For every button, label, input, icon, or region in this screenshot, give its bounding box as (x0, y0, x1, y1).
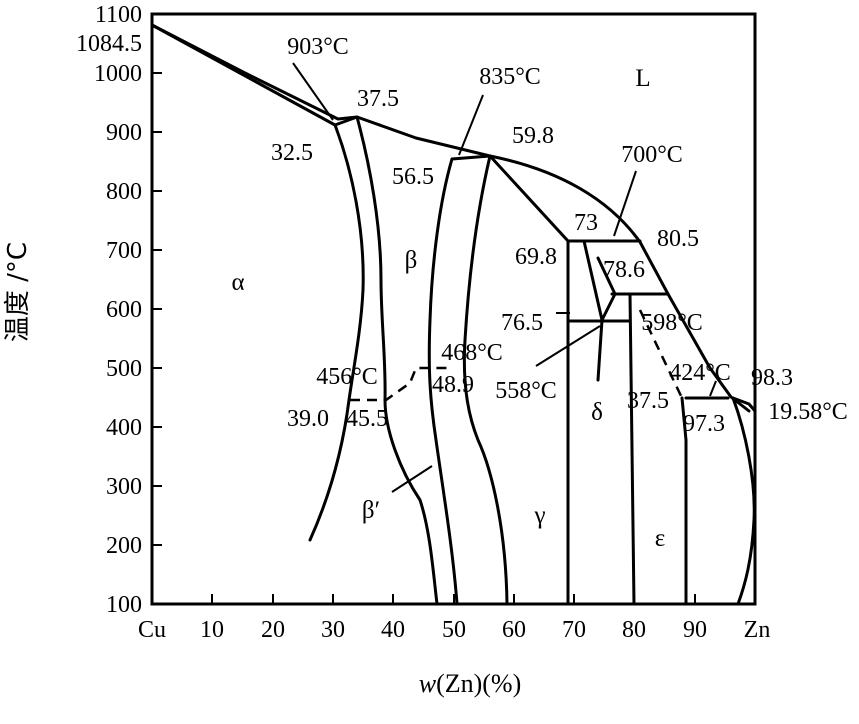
annot-598c: 598°C (641, 310, 703, 336)
epsilon-right-line (680, 396, 688, 442)
eta-solvus-line (731, 396, 756, 606)
y-tick-400: 400 (106, 415, 142, 441)
phase-labels: L α β β′ γ δ ε (231, 65, 665, 552)
annot-76-5: 76.5 (501, 310, 543, 336)
y-tick-500: 500 (106, 356, 142, 382)
x-tick-50: 50 (442, 617, 466, 643)
beta-order-dashed-line (350, 366, 452, 402)
phase-label-beta-prime: β′ (362, 497, 380, 524)
phase-boundaries (150, 23, 757, 606)
x-axis-title: w(Zn)(%) (419, 669, 522, 698)
annot-32-5: 32.5 (271, 140, 313, 166)
x-tick-80: 80 (622, 617, 646, 643)
phase-label-beta: β (405, 247, 418, 274)
x-axis-variable: w (419, 669, 437, 698)
peritectic-835-line (450, 154, 492, 161)
y-tick-200: 200 (106, 533, 142, 559)
annot-97-3: 97.3 (683, 411, 725, 437)
annot-468c: 468°C (441, 340, 503, 366)
annot-73: 73 (574, 210, 598, 236)
annot-37-5-low: 37.5 (627, 388, 669, 414)
annot-558c: 558°C (495, 378, 557, 404)
y-ticks (152, 72, 162, 546)
annot-37-5-top: 37.5 (357, 86, 399, 112)
annot-69-8: 69.8 (515, 244, 557, 270)
x-tick-zn: Zn (744, 617, 771, 643)
delta-left-line (582, 239, 604, 322)
annot-59-8: 59.8 (512, 123, 554, 149)
x-axis-unit: (Zn)(%) (436, 669, 521, 698)
annot-424c: 424°C (669, 360, 731, 386)
y-tick-labels: 100 200 300 400 500 600 700 800 900 1000… (76, 2, 142, 618)
delta-right-line (600, 292, 617, 322)
x-tick-40: 40 (381, 617, 405, 643)
x-tick-cu: Cu (138, 617, 166, 643)
annot-835c: 835°C (479, 64, 541, 90)
annot-45-5: 45.5 (346, 406, 388, 432)
leader-424 (709, 380, 717, 397)
phase-label-gamma: γ (533, 502, 545, 529)
leader-903 (292, 62, 334, 121)
y-tick-900: 900 (106, 120, 142, 146)
annot-78-6: 78.6 (603, 257, 645, 283)
y-tick-300: 300 (106, 474, 142, 500)
plot-frame (150, 12, 757, 606)
leader-700 (613, 170, 637, 237)
annot-48-9: 48.9 (432, 372, 474, 398)
cu-melting-point-label: 1084.5 (76, 31, 142, 57)
gamma-liquidus-line (488, 154, 570, 243)
y-tick-1100: 1100 (95, 2, 142, 28)
x-tick-70: 70 (562, 617, 586, 643)
annot-98-3: 98.3 (751, 365, 793, 391)
delta-top-line (596, 256, 617, 296)
annot-419c: 19.58°C (768, 399, 848, 425)
annot-56-5: 56.5 (392, 164, 434, 190)
leader-558 (535, 325, 601, 367)
annotations: 903°C 37.5 32.5 835°C 59.8 56.5 700°C 73… (271, 34, 848, 437)
y-tick-800: 800 (106, 179, 142, 205)
gamma-left-line (462, 154, 509, 606)
zn-corner-line (731, 396, 757, 413)
peritectic-903-line (333, 115, 359, 127)
annot-39-0: 39.0 (287, 406, 329, 432)
annot-456c: 456°C (316, 364, 378, 390)
beta-right-line (427, 157, 459, 606)
phase-label-liquid: L (635, 65, 650, 92)
annot-700c: 700°C (621, 142, 683, 168)
x-tick-30: 30 (321, 617, 345, 643)
y-tick-600: 600 (106, 297, 142, 323)
phase-label-alpha: α (231, 269, 244, 296)
phase-label-delta: δ (591, 399, 603, 426)
x-tick-labels: Cu 10 20 30 40 50 60 70 80 90 Zn (138, 617, 770, 643)
leader-835 (458, 94, 484, 156)
phase-label-epsilon: ε (655, 525, 666, 552)
x-tick-90: 90 (683, 617, 707, 643)
delta-lower-line (596, 318, 604, 382)
x-tick-10: 10 (200, 617, 224, 643)
solidus-alpha-line (150, 23, 337, 127)
annot-80-5: 80.5 (657, 226, 699, 252)
alpha-solvus-line (308, 123, 365, 542)
y-tick-100: 100 (106, 592, 142, 618)
epsilon-left-line (628, 292, 636, 606)
beta-prime-leader (391, 465, 433, 493)
x-tick-60: 60 (502, 617, 526, 643)
x-tick-20: 20 (261, 617, 285, 643)
y-tick-1000: 1000 (94, 61, 142, 87)
annot-903c: 903°C (287, 34, 349, 60)
y-tick-700: 700 (106, 238, 142, 264)
beta-left-line (355, 115, 439, 606)
y-axis-title: 温度 /°C (3, 242, 33, 342)
